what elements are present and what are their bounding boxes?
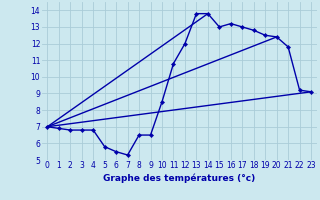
X-axis label: Graphe des températures (°c): Graphe des températures (°c) [103,173,255,183]
